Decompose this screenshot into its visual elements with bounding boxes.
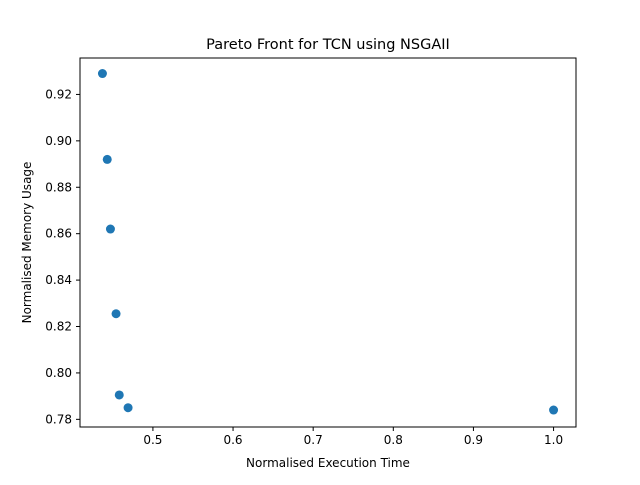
x-tick-label: 1.0	[544, 433, 563, 447]
y-tick-label: 0.90	[45, 134, 72, 148]
x-tick-label: 0.7	[304, 433, 323, 447]
y-tick-label: 0.82	[45, 320, 72, 334]
data-points	[97, 69, 559, 415]
data-point-7	[549, 405, 559, 415]
x-axis-ticks: 0.5 0.6 0.7 0.8 0.9 1.0	[143, 427, 563, 447]
data-point-6	[123, 403, 133, 413]
y-axis-label: Normalised Memory Usage	[20, 162, 34, 324]
data-point-2	[102, 154, 112, 164]
data-point-5	[114, 390, 124, 400]
chart-title: Pareto Front for TCN using NSGAII	[206, 37, 450, 53]
y-tick-label: 0.78	[45, 412, 72, 426]
y-tick-label: 0.88	[45, 180, 72, 194]
y-tick-label: 0.84	[45, 273, 72, 287]
data-point-4	[111, 309, 121, 319]
x-tick-label: 0.8	[384, 433, 403, 447]
data-point-1	[97, 69, 107, 79]
y-tick-label: 0.80	[45, 366, 72, 380]
data-point-3	[105, 224, 115, 234]
y-axis-ticks: 0.78 0.80 0.82 0.84 0.86 0.88 0.90 0.92	[45, 87, 80, 426]
y-tick-label: 0.92	[45, 87, 72, 101]
x-tick-label: 0.6	[223, 433, 242, 447]
plot-frame	[79, 57, 577, 428]
x-tick-label: 0.5	[143, 433, 162, 447]
x-tick-label: 0.9	[464, 433, 483, 447]
x-axis-label: Normalised Execution Time	[246, 456, 410, 470]
y-tick-label: 0.86	[45, 227, 72, 241]
